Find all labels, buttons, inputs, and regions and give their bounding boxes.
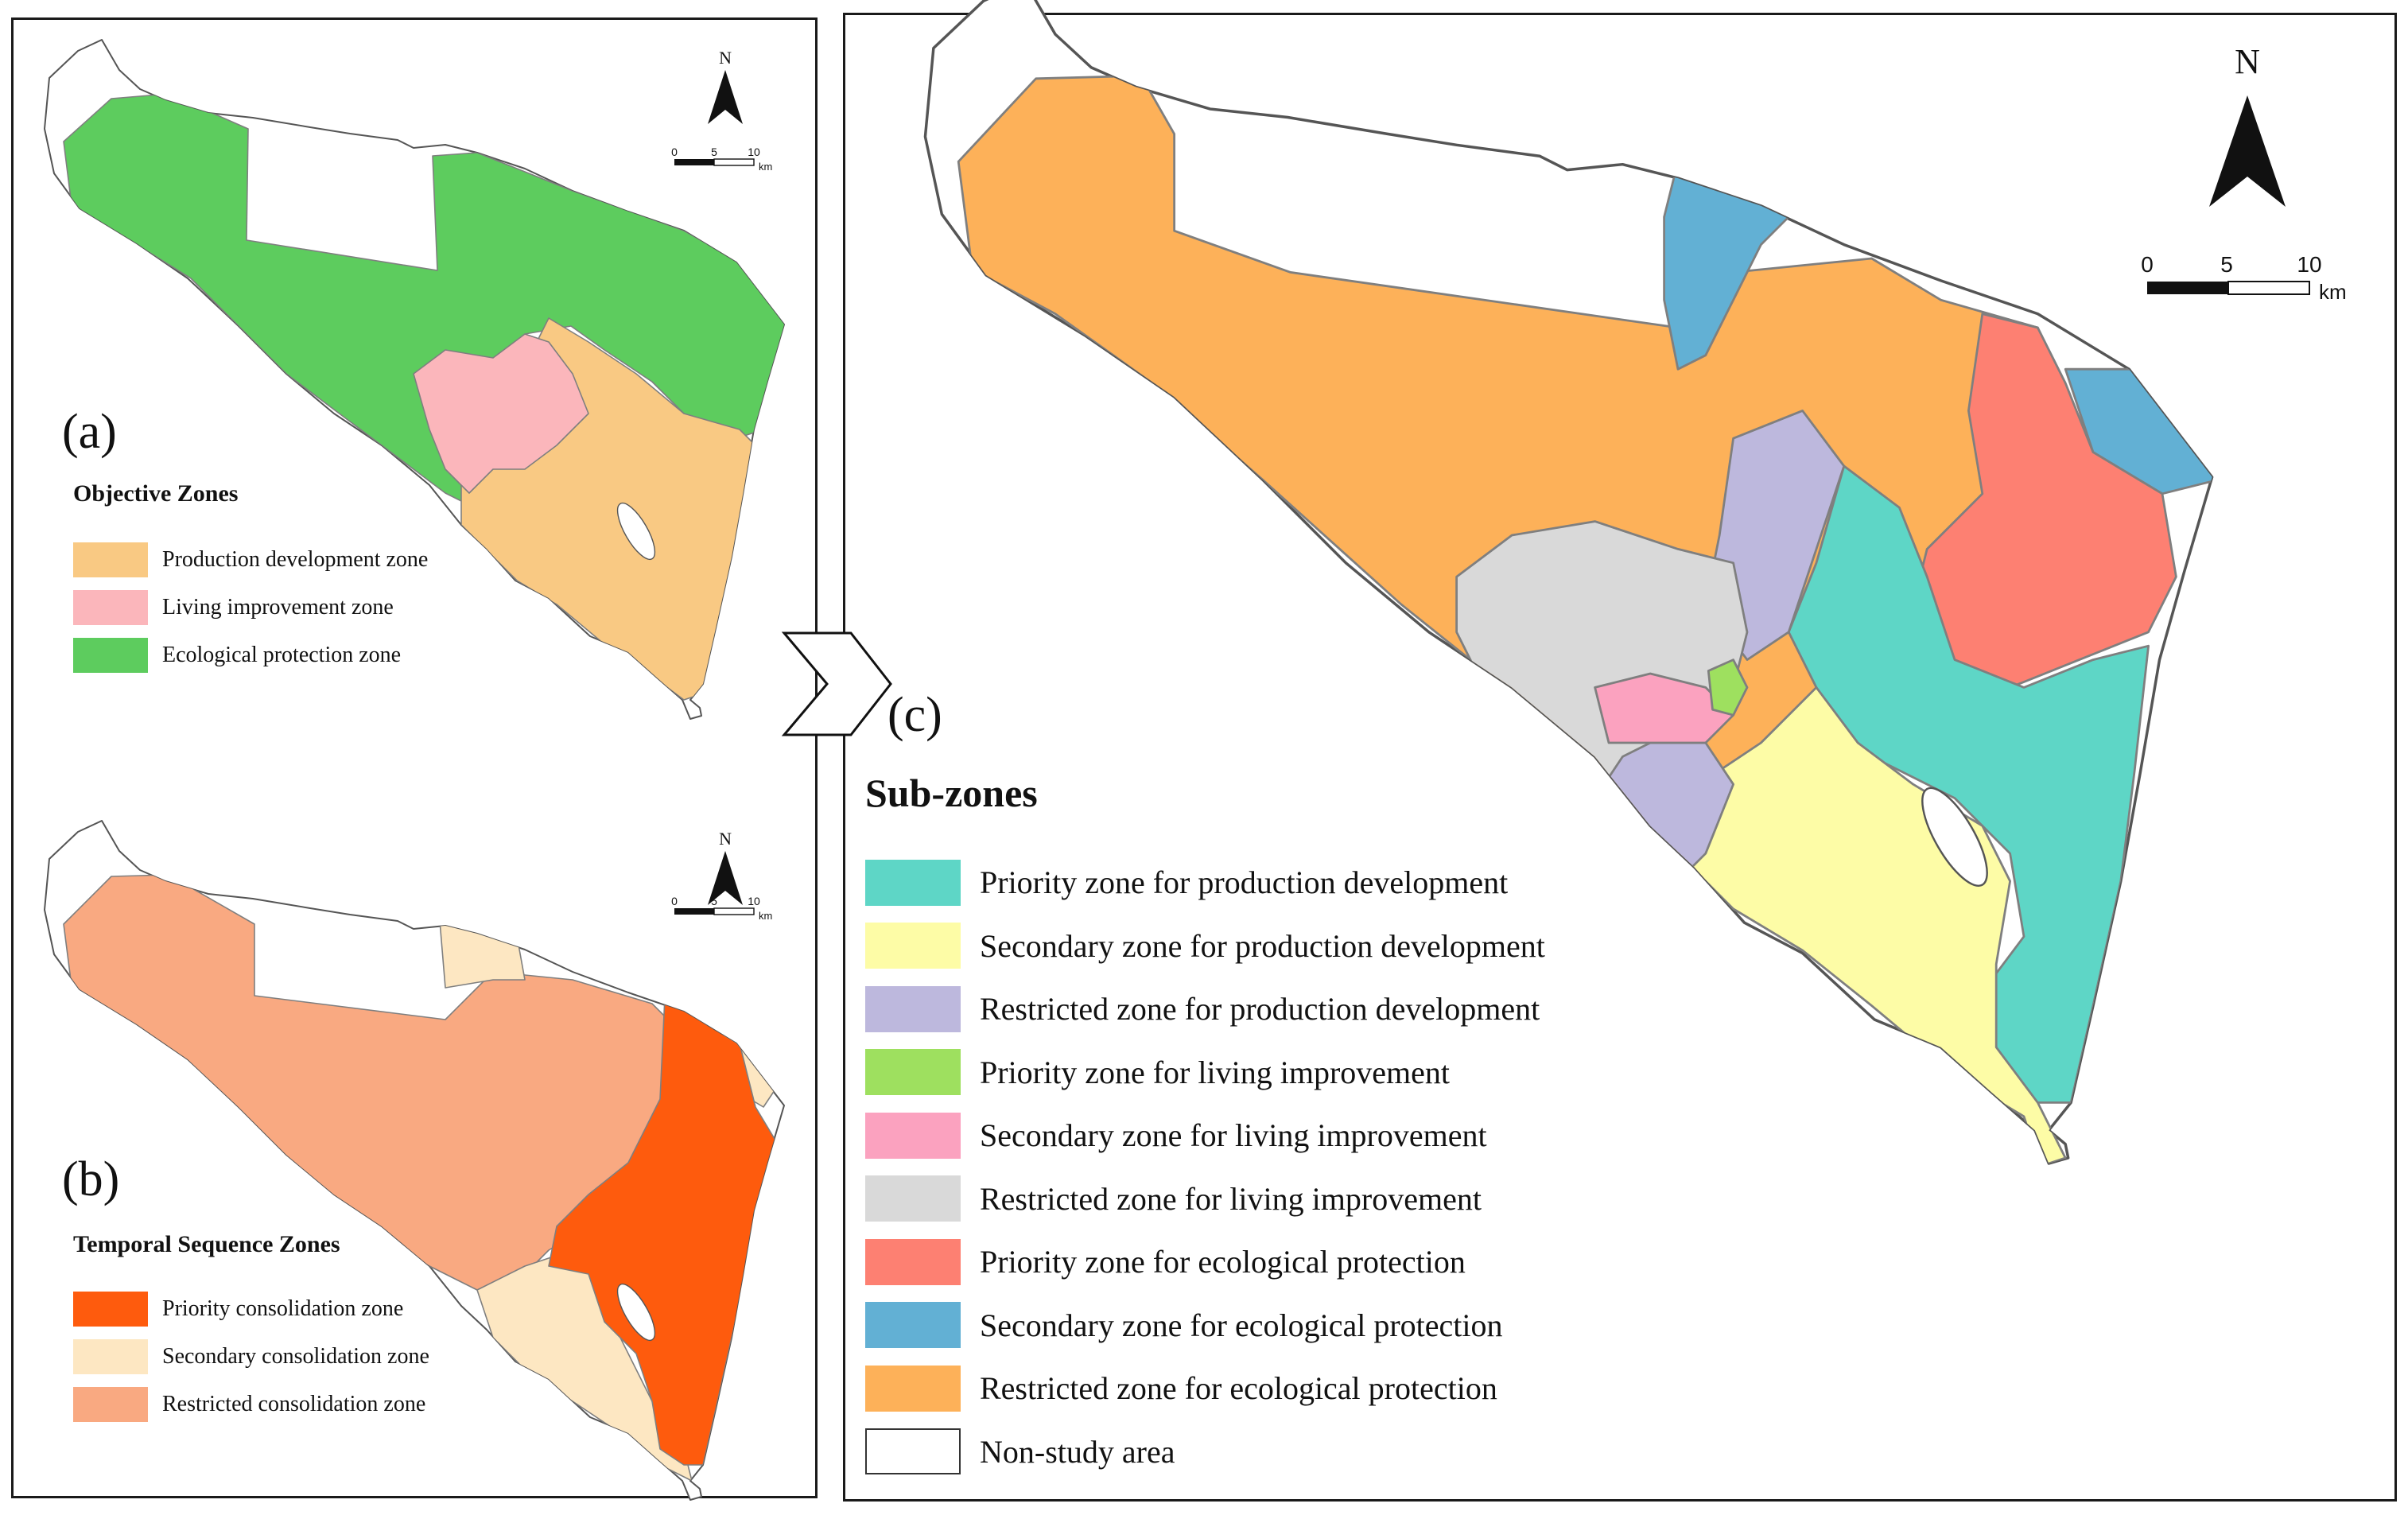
legend-title-a: Objective Zones — [73, 480, 239, 507]
subzone-secondary-living — [1594, 672, 1734, 744]
svg-text:10: 10 — [2297, 252, 2321, 277]
north-arrow-a: N — [708, 48, 743, 124]
legend-swatch — [73, 638, 148, 673]
legend-label: Ecological protection zone — [162, 643, 402, 667]
legend-label: Restricted consolidation zone — [162, 1392, 426, 1416]
legend-item-priority-ecological: Priority zone for ecological protection — [865, 1230, 1545, 1294]
panel-arrow — [781, 631, 892, 736]
subzone-secondary-production — [1676, 686, 2067, 1164]
legend-label: Restricted zone for living improvement — [980, 1180, 1482, 1217]
legend-item-restricted-consolidation: Restricted consolidation zone — [73, 1381, 429, 1428]
legend-label: Priority consolidation zone — [162, 1296, 404, 1321]
legend-swatch — [865, 1428, 961, 1475]
legend-swatch — [73, 1387, 148, 1422]
svg-text:km: km — [759, 161, 772, 173]
map-c — [923, 0, 2214, 1165]
scale-bar-b: 0 5 10 km — [671, 895, 772, 922]
map-a — [44, 39, 785, 720]
legend-label: Restricted zone for ecological protectio… — [980, 1370, 1497, 1407]
svg-text:N: N — [2235, 42, 2260, 81]
legend-item-secondary-ecological: Secondary zone for ecological protection — [865, 1294, 1545, 1358]
panel-label-c: (c) — [887, 688, 942, 742]
legend-swatch — [73, 542, 148, 577]
legend-item-priority-production: Priority zone for production development — [865, 851, 1545, 915]
legend-swatch — [865, 923, 961, 969]
legend-item-priority-living: Priority zone for living improvement — [865, 1041, 1545, 1105]
legend-label: Production development zone — [162, 547, 429, 572]
zone-priority-consolidation — [548, 989, 780, 1466]
zone-living-a — [413, 333, 589, 494]
legend-swatch — [865, 1112, 961, 1159]
svg-text:km: km — [759, 910, 772, 922]
legend-label: Priority zone for ecological protection — [980, 1244, 1466, 1280]
legend-label: Secondary consolidation zone — [162, 1344, 429, 1369]
legend-swatch — [865, 985, 961, 1032]
legend-swatch — [865, 1302, 961, 1349]
legend-label: Priority zone for living improvement — [980, 1054, 1450, 1090]
legend-item-priority-consolidation: Priority consolidation zone — [73, 1285, 429, 1333]
legend-item-restricted-living: Restricted zone for living improvement — [865, 1167, 1545, 1231]
svg-text:N: N — [719, 48, 732, 68]
svg-text:0: 0 — [671, 146, 678, 158]
svg-text:N: N — [719, 829, 732, 849]
svg-text:5: 5 — [711, 146, 717, 158]
svg-text:5: 5 — [2220, 252, 2233, 277]
legend-a: Production development zone Living impro… — [73, 536, 428, 679]
legend-item-secondary-living: Secondary zone for living improvement — [865, 1104, 1545, 1167]
legend-label: Living improvement zone — [162, 595, 394, 620]
legend-title-c: Sub-zones — [865, 771, 1038, 815]
north-arrow-c: N — [2209, 42, 2286, 207]
legend-item-restricted-ecological: Restricted zone for ecological protectio… — [865, 1357, 1545, 1420]
legend-label: Restricted zone for production developme… — [980, 991, 1540, 1028]
svg-text:10: 10 — [748, 895, 760, 907]
legend-swatch — [865, 1049, 961, 1096]
legend-label: Secondary zone for ecological protection — [980, 1307, 1503, 1343]
legend-swatch — [73, 590, 148, 625]
panel-label-b: (b) — [62, 1152, 120, 1206]
legend-label: Non-study area — [980, 1433, 1175, 1470]
legend-item-secondary-production: Secondary zone for production developmen… — [865, 915, 1545, 978]
legend-item-secondary-consolidation: Secondary consolidation zone — [73, 1333, 429, 1381]
scale-bar-a: 0 5 10 km — [671, 146, 772, 173]
map-b — [44, 820, 785, 1501]
svg-text:5: 5 — [711, 895, 717, 907]
panel-label-a: (a) — [62, 405, 117, 459]
legend-swatch — [73, 1339, 148, 1374]
legend-item-living-improvement: Living improvement zone — [73, 584, 428, 631]
legend-c: Priority zone for production development… — [865, 851, 1545, 1483]
north-arrow-b: N — [708, 829, 743, 905]
svg-text:0: 0 — [2141, 252, 2154, 277]
legend-title-b: Temporal Sequence Zones — [73, 1231, 340, 1257]
legend-swatch — [865, 1238, 961, 1285]
legend-swatch — [865, 859, 961, 906]
svg-text:0: 0 — [671, 895, 678, 907]
scale-bar-c: 0 5 10 km — [2141, 252, 2346, 304]
legend-swatch — [73, 1292, 148, 1327]
legend-b: Priority consolidation zone Secondary co… — [73, 1285, 429, 1428]
legend-item-production-development: Production development zone — [73, 536, 428, 584]
subzone-priority-ecological — [1912, 313, 2177, 689]
legend-swatch — [865, 1365, 961, 1412]
svg-text:km: km — [2319, 280, 2347, 304]
legend-label: Secondary zone for living improvement — [980, 1117, 1487, 1154]
legend-swatch — [865, 1175, 961, 1222]
subzone-priority-living — [1707, 658, 1749, 717]
legend-label: Priority zone for production development — [980, 864, 1509, 901]
legend-item-restricted-production: Restricted zone for production developme… — [865, 977, 1545, 1041]
legend-label: Secondary zone for production developmen… — [980, 927, 1545, 964]
svg-text:10: 10 — [748, 146, 760, 158]
legend-item-non-study-area: Non-study area — [865, 1420, 1545, 1484]
legend-item-ecological-protection: Ecological protection zone — [73, 631, 428, 679]
